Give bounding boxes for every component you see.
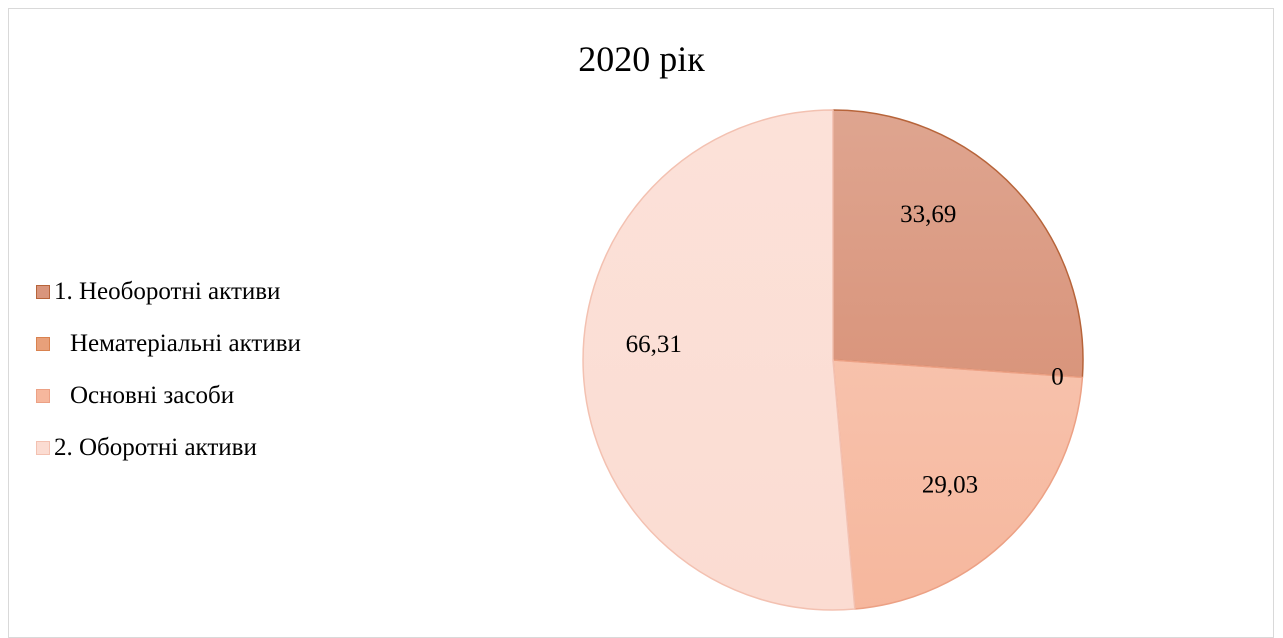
data-label-intangible-assets: 0	[1051, 364, 1064, 391]
pie-slice-current-assets	[582, 109, 856, 611]
legend-item-current-assets: 2. Оборотні активи	[36, 422, 301, 474]
legend-item-intangible-assets: Нематеріальні активи	[36, 318, 301, 370]
legend-swatch-intangible-assets	[36, 337, 50, 351]
data-label-fixed-assets: 29,03	[922, 471, 978, 498]
legend-swatch-fixed-assets	[36, 389, 50, 403]
legend-label-fixed-assets: Основні засоби	[70, 382, 235, 409]
legend-label-noncurrent-assets: 1. Необоротні активи	[54, 278, 281, 305]
data-label-noncurrent-assets: 33,69	[900, 201, 956, 228]
pie-slice-noncurrent-assets	[832, 109, 1084, 379]
legend-label-current-assets: 2. Оборотні активи	[54, 434, 257, 461]
legend-item-fixed-assets: Основні засоби	[36, 370, 301, 422]
data-label-current-assets: 66,31	[626, 331, 682, 358]
pie-slice-fixed-assets	[832, 359, 1084, 610]
chart-title: 2020 рік	[578, 39, 705, 79]
legend: 1. Необоротні активи Нематеріальні актив…	[36, 266, 301, 474]
legend-item-noncurrent-assets: 1. Необоротні активи	[36, 266, 301, 318]
legend-label-intangible-assets: Нематеріальні активи	[70, 330, 301, 357]
legend-swatch-noncurrent-assets	[36, 285, 50, 299]
legend-swatch-current-assets	[36, 441, 50, 455]
